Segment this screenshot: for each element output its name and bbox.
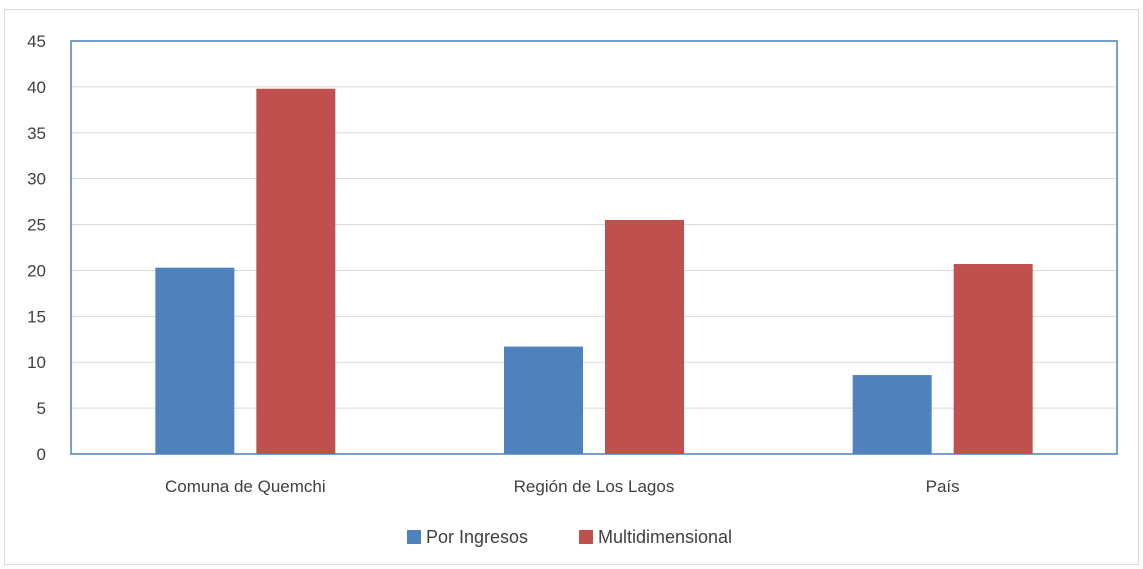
plot-area-border <box>70 40 1118 455</box>
x-category-label: Comuna de Quemchi <box>165 477 326 496</box>
legend-swatch-multidimensional <box>579 530 593 544</box>
bar-multidimensional-0 <box>256 88 336 455</box>
legend-label: Multidimensional <box>598 527 732 547</box>
legend: Por Ingresos Multidimensional <box>407 527 732 547</box>
bars <box>155 88 1033 455</box>
y-axis-tick-labels: 0 5 10 15 20 25 30 35 40 45 <box>27 32 46 464</box>
y-tick-label: 35 <box>27 124 46 143</box>
x-axis-category-labels: Comuna de Quemchi Región de Los Lagos País <box>165 477 960 496</box>
y-tick-label: 20 <box>27 261 46 280</box>
bar-por-ingresos-2 <box>852 375 932 454</box>
y-tick-label: 45 <box>27 32 46 51</box>
legend-label: Por Ingresos <box>426 527 528 547</box>
y-tick-label: 30 <box>27 170 46 189</box>
y-tick-label: 40 <box>27 78 46 97</box>
y-tick-label: 5 <box>37 399 46 418</box>
bar-multidimensional-1 <box>605 219 684 454</box>
x-category-label: País <box>926 477 960 496</box>
legend-swatch-por-ingresos <box>407 530 421 544</box>
y-tick-label: 15 <box>27 307 46 326</box>
bar-multidimensional-2 <box>953 264 1033 454</box>
bar-por-ingresos-1 <box>504 346 583 454</box>
y-tick-label: 25 <box>27 216 46 235</box>
y-tick-label: 0 <box>37 445 46 464</box>
gridlines <box>71 86 1117 409</box>
bar-por-ingresos-0 <box>155 267 235 454</box>
y-tick-label: 10 <box>27 353 46 372</box>
x-category-label: Región de Los Lagos <box>514 477 675 496</box>
